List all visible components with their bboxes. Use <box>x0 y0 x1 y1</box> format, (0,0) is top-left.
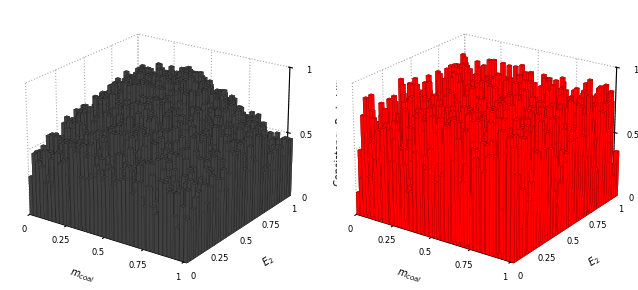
Y-axis label: $E_2$: $E_2$ <box>259 252 276 270</box>
Y-axis label: $E_2$: $E_2$ <box>586 252 603 270</box>
X-axis label: $m_{coal}$: $m_{coal}$ <box>395 267 423 285</box>
X-axis label: $m_{coal}$: $m_{coal}$ <box>68 267 96 285</box>
